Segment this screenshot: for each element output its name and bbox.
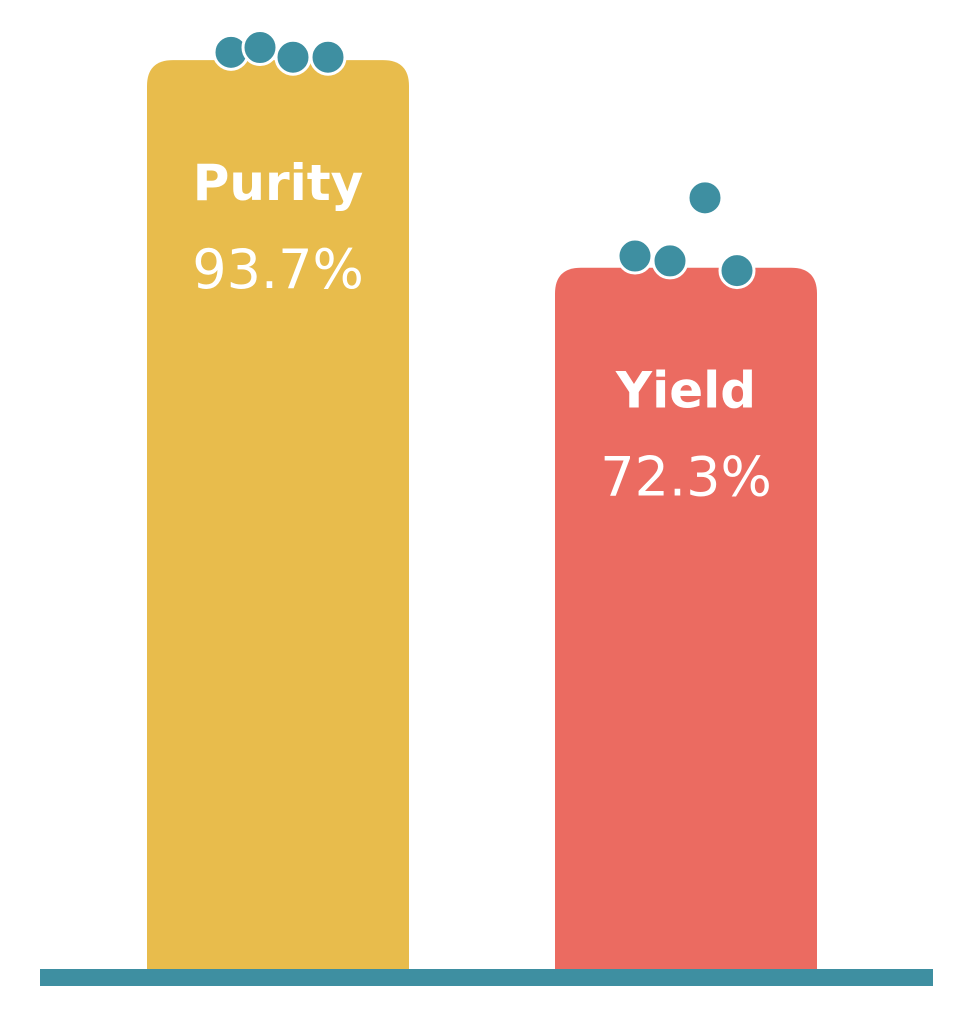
data-point-yield (616, 237, 654, 275)
category-label-purity: Purity (193, 154, 364, 212)
data-point-yield (718, 252, 756, 290)
bar-purity (147, 60, 409, 970)
value-label-yield: 72.3% (600, 446, 772, 509)
data-point-yield (686, 179, 724, 217)
value-label-purity: 93.7% (192, 238, 364, 301)
labels-group: Purity 93.7% Yield 72.3% (192, 154, 772, 509)
category-label-yield: Yield (615, 362, 756, 420)
x-axis-baseline (40, 969, 933, 986)
bars-group (147, 60, 817, 970)
data-point-purity (309, 38, 347, 76)
data-point-purity (241, 29, 279, 66)
points-group (212, 29, 756, 290)
bar-yield (555, 267, 817, 969)
data-point-purity (274, 38, 312, 76)
data-point-yield (651, 242, 689, 280)
